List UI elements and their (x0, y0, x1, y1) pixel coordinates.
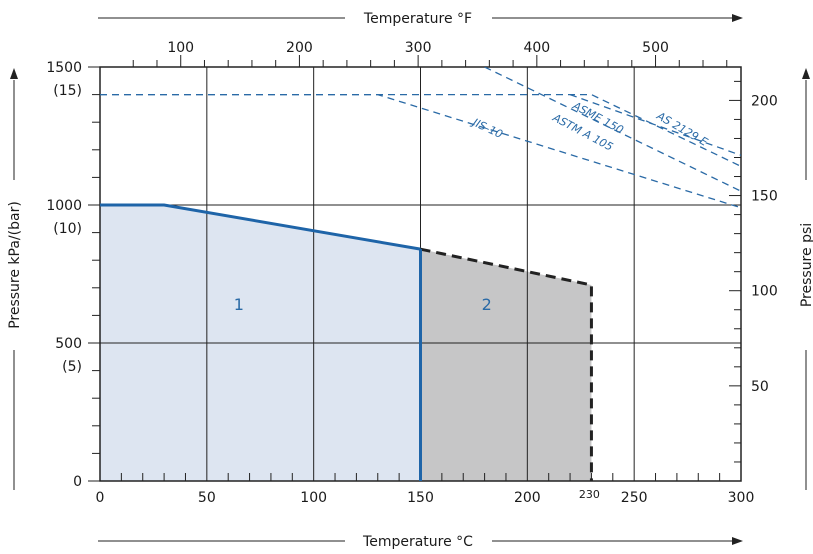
bottom-tick-label: 150 (407, 490, 434, 506)
top-tick-label: 400 (523, 40, 550, 56)
top-tick-label: 300 (405, 40, 432, 56)
right-tick-label: 150 (751, 189, 778, 205)
left-tick-label: 1500 (46, 60, 82, 76)
left-tick-label: 1000 (46, 198, 82, 214)
top-tick-label: 200 (286, 40, 313, 56)
bottom-tick-label-special: 230 (579, 488, 600, 501)
bottom-tick-label: 0 (96, 490, 105, 506)
top-axis-title: Temperature °F (363, 11, 472, 27)
left-tick-sublabel: (15) (53, 83, 82, 99)
curve-label-jis-10: JIS-10 (469, 115, 505, 141)
right-axis-arrowhead (802, 68, 810, 79)
curves (100, 67, 741, 481)
right-tick-label: 100 (751, 284, 778, 300)
bottom-tick-label: 300 (728, 490, 755, 506)
top-tick-label: 100 (167, 40, 194, 56)
curve-astm-a-105 (100, 93, 741, 167)
curve-region-2-limit (420, 247, 593, 481)
left-tick-label: 500 (55, 336, 82, 352)
bottom-tick-label: 100 (300, 490, 327, 506)
bottom-tick-label: 250 (621, 490, 648, 506)
minor-ticks (88, 55, 741, 482)
right-tick-label: 50 (751, 379, 769, 395)
bottom-tick-labels: 0 50 100 150 200 250 300 230 (96, 488, 755, 506)
top-tick-labels: 100 200 300 400 500 (167, 40, 669, 56)
region-2-label: 2 (482, 295, 492, 314)
bottom-tick-label: 50 (198, 490, 216, 506)
right-tick-labels: 50 100 150 200 (751, 93, 778, 394)
bottom-tick-label: 200 (514, 490, 541, 506)
left-tick-sublabel: (10) (53, 221, 82, 237)
left-tick-sublabel: (5) (62, 359, 82, 375)
left-axis-arrowhead (10, 68, 18, 79)
top-tick-label: 500 (642, 40, 669, 56)
curve-as-2129-e (569, 93, 741, 156)
left-axis-title: Pressure kPa/(bar) (7, 201, 23, 329)
region-1-label: 1 (234, 295, 244, 314)
right-axis-title: Pressure psi (799, 223, 813, 307)
curve-region-1-limit (100, 203, 421, 251)
bottom-axis-title: Temperature °C (362, 534, 473, 550)
right-tick-label: 200 (751, 93, 778, 109)
left-tick-labels: 0 500 (5) 1000 (10) 1500 (15) (46, 60, 82, 490)
region-2-fill (420, 249, 592, 481)
left-tick-label: 0 (73, 474, 82, 490)
top-axis-arrowhead (732, 14, 743, 22)
bottom-axis-arrowhead (732, 537, 743, 545)
